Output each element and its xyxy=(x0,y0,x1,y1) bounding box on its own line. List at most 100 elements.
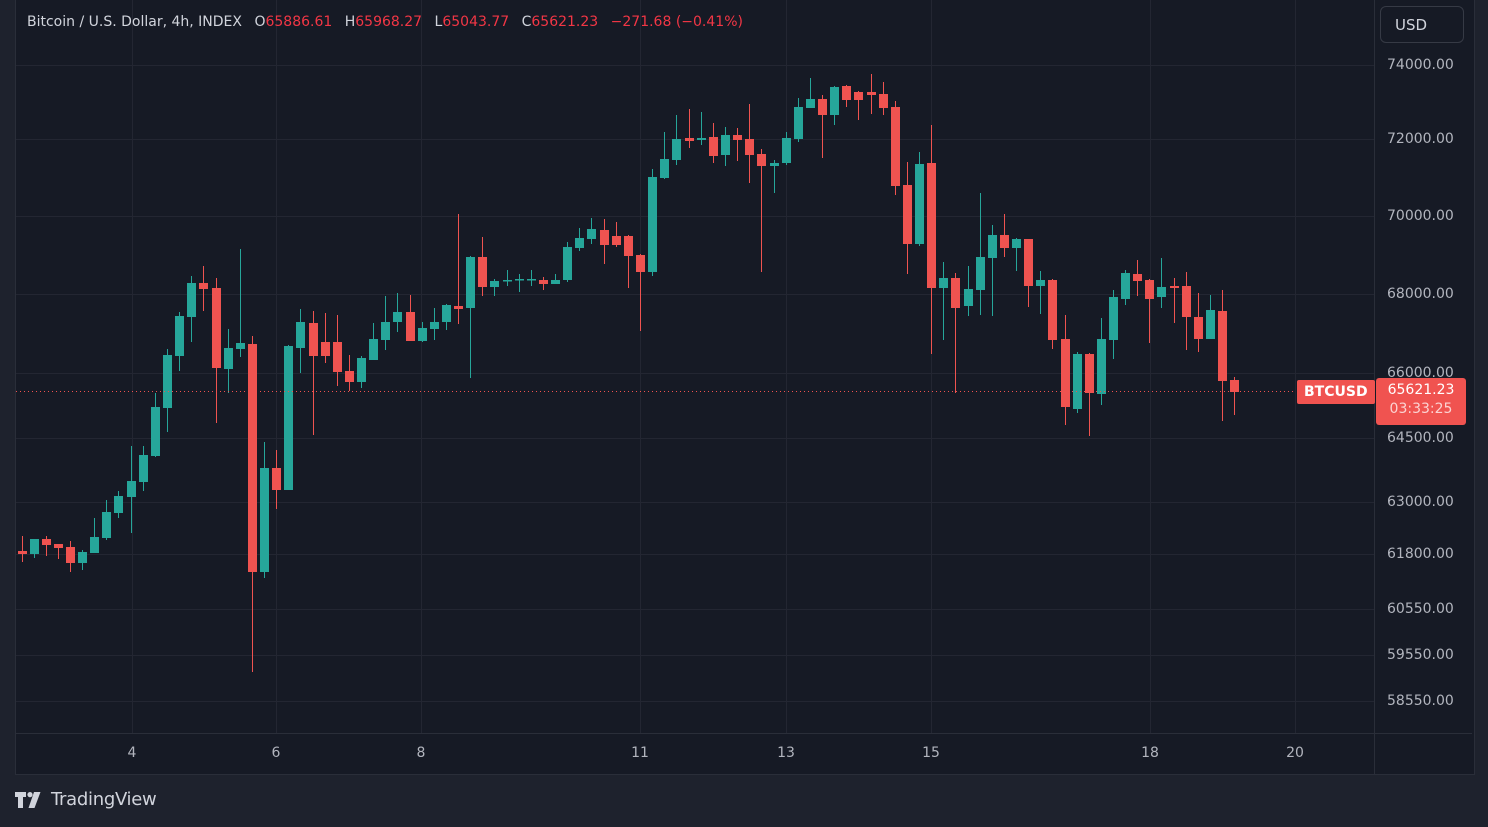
candle xyxy=(1170,278,1179,323)
candle xyxy=(721,127,730,166)
candle xyxy=(127,446,136,533)
candle xyxy=(794,98,803,142)
candle xyxy=(733,128,742,161)
candle xyxy=(381,296,390,350)
candle xyxy=(757,149,766,272)
candle xyxy=(818,95,827,158)
candle xyxy=(600,219,609,264)
candle xyxy=(1206,295,1215,339)
candle xyxy=(1036,271,1045,314)
last-price-value: 65621.23 xyxy=(1387,382,1455,398)
candle xyxy=(224,329,233,393)
candle xyxy=(199,266,208,311)
candle xyxy=(102,500,111,540)
candle xyxy=(1182,272,1191,350)
candle xyxy=(1194,293,1203,352)
candle xyxy=(527,270,536,286)
candle xyxy=(551,274,560,284)
candle xyxy=(1061,315,1070,425)
candle xyxy=(927,125,936,354)
currency-button[interactable]: USD xyxy=(1380,6,1464,43)
candle xyxy=(697,112,706,145)
chart-legend: Bitcoin / U.S. Dollar, 4h, INDEX O65886.… xyxy=(27,14,743,30)
candle xyxy=(1024,239,1033,307)
low-label: L xyxy=(434,14,443,30)
close-value: 65621.23 xyxy=(531,14,599,30)
candle xyxy=(54,544,63,559)
candle xyxy=(1085,353,1094,436)
candle xyxy=(709,123,718,163)
candle xyxy=(672,115,681,165)
candle xyxy=(175,312,184,371)
candle xyxy=(951,273,960,393)
open-value: 65886.61 xyxy=(265,14,333,30)
symbol-title: Bitcoin / U.S. Dollar, 4h, INDEX xyxy=(27,14,242,30)
candle xyxy=(1073,352,1082,413)
candle xyxy=(272,450,281,509)
time-tick-label: 6 xyxy=(271,745,281,761)
price-tick-label: 74000.00 xyxy=(1387,57,1454,73)
candle xyxy=(1157,258,1166,308)
high-label: H xyxy=(344,14,356,30)
price-tick-label: 66000.00 xyxy=(1387,365,1454,381)
bar-countdown: 03:33:25 xyxy=(1389,401,1453,417)
price-tick-label: 60550.00 xyxy=(1387,601,1454,617)
candle xyxy=(842,85,851,107)
change-value: −271.68 (−0.41%) xyxy=(610,14,743,30)
candle xyxy=(636,254,645,331)
tradingview-logo[interactable]: TradingView xyxy=(15,789,157,810)
candle xyxy=(988,225,997,316)
time-tick-label: 11 xyxy=(631,745,649,761)
candle xyxy=(891,101,900,195)
candle xyxy=(624,235,633,288)
candle xyxy=(248,336,257,672)
candle xyxy=(854,91,863,120)
candle xyxy=(939,262,948,340)
candle xyxy=(442,304,451,330)
price-tick-label: 63000.00 xyxy=(1387,494,1454,510)
high-value: 65968.27 xyxy=(355,14,423,30)
price-tick-label: 58550.00 xyxy=(1387,693,1454,709)
candle xyxy=(745,104,754,183)
candle xyxy=(321,313,330,363)
candle xyxy=(284,345,293,490)
candle xyxy=(466,256,475,378)
candle xyxy=(187,276,196,342)
candle xyxy=(1012,238,1021,271)
candle xyxy=(1109,290,1118,359)
low-value: 65043.77 xyxy=(442,14,510,30)
candle xyxy=(660,132,669,179)
candle xyxy=(685,109,694,148)
candle xyxy=(1097,318,1106,405)
symbol-price-label: BTCUSD xyxy=(1297,380,1375,404)
candle xyxy=(964,266,973,316)
candle xyxy=(490,279,499,296)
candle xyxy=(296,309,305,373)
candle xyxy=(430,308,439,340)
axis-borders xyxy=(16,0,1472,774)
price-tick-label: 72000.00 xyxy=(1387,131,1454,147)
candle xyxy=(90,518,99,553)
time-tick-label: 18 xyxy=(1141,745,1159,761)
candle xyxy=(345,355,354,391)
candle xyxy=(42,536,51,556)
candle xyxy=(976,193,985,315)
candle xyxy=(139,446,148,491)
candle xyxy=(503,270,512,286)
candle xyxy=(612,222,621,247)
candlestick-series xyxy=(18,74,1239,672)
grid-lines xyxy=(16,0,1374,733)
candle xyxy=(806,78,815,108)
candle xyxy=(478,237,487,296)
candle xyxy=(393,293,402,332)
candle xyxy=(30,539,39,558)
candle xyxy=(309,311,318,435)
time-tick-label: 15 xyxy=(922,745,940,761)
candle xyxy=(1048,279,1057,349)
candle xyxy=(782,132,791,165)
candle xyxy=(260,442,269,578)
candle xyxy=(830,86,839,125)
candle xyxy=(563,242,572,282)
candle xyxy=(1133,260,1142,296)
